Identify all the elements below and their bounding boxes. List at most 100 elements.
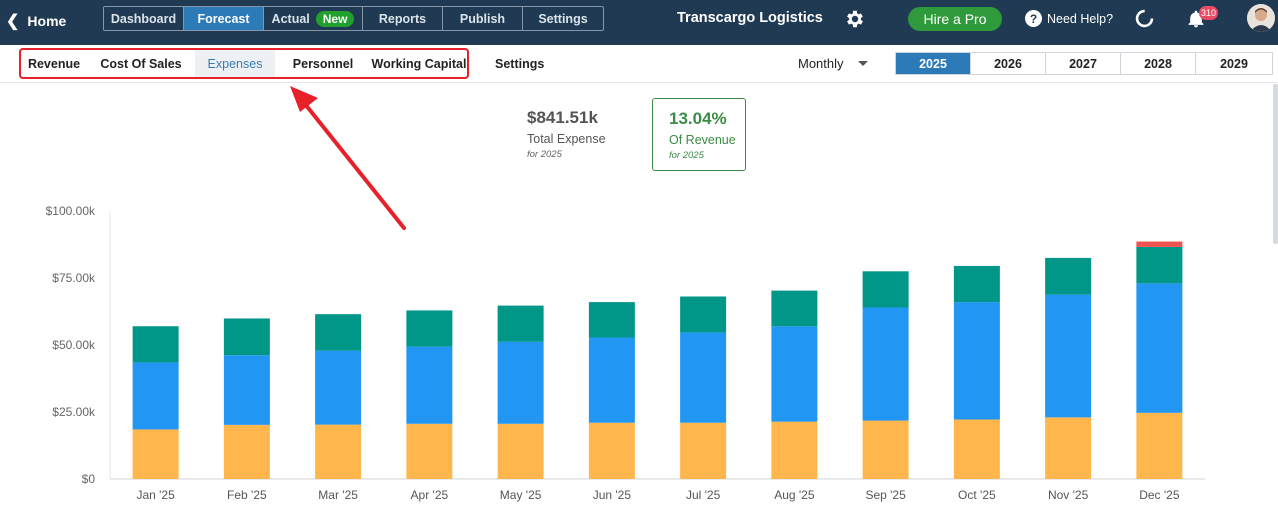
of-revenue-period: for 2025: [669, 150, 704, 161]
bar-segment-12-1[interactable]: [1136, 412, 1183, 479]
x-tick-label: Jun '25: [593, 488, 632, 502]
hire-a-pro-button[interactable]: Hire a Pro: [908, 7, 1002, 31]
need-help-button[interactable]: ? Need Help?: [1025, 10, 1113, 27]
nav-forecast[interactable]: Forecast: [184, 7, 264, 30]
bar-segment-4-1[interactable]: [406, 423, 453, 479]
bar-segment-7-2[interactable]: [680, 332, 727, 423]
bar-segment-7-3[interactable]: [680, 296, 727, 333]
bar-segment-3-1[interactable]: [315, 424, 362, 479]
need-help-label: Need Help?: [1047, 11, 1114, 26]
hire-a-pro-label: Hire a Pro: [923, 11, 987, 27]
home-button[interactable]: ❮ Home: [6, 11, 66, 31]
bar-segment-2-1[interactable]: [223, 424, 270, 479]
chevron-left-icon: ❮: [6, 13, 20, 30]
bar-segment-1-2[interactable]: [132, 362, 179, 430]
total-expense-period: for 2025: [527, 149, 562, 160]
bar-segment-4-3[interactable]: [406, 310, 453, 347]
tab-expenses[interactable]: Expenses: [195, 50, 275, 77]
main-nav: Dashboard Forecast Actual New Reports Pub…: [103, 6, 604, 31]
y-tick-label: $100.00k: [46, 204, 96, 218]
nav-reports-label: Reports: [378, 11, 427, 26]
x-tick-label: Nov '25: [1048, 488, 1089, 502]
year-selector: 2025 2026 2027 2028 2029: [895, 52, 1273, 75]
bar-segment-6-1[interactable]: [588, 422, 635, 479]
bar-segment-11-1[interactable]: [1045, 417, 1092, 479]
forecast-section-tabs: Revenue Cost Of Sales Expenses Personnel…: [19, 48, 469, 79]
nav-settings[interactable]: Settings: [523, 7, 603, 30]
nav-dashboard[interactable]: Dashboard: [104, 7, 184, 30]
bar-segment-8-2[interactable]: [771, 326, 818, 422]
nav-actual[interactable]: Actual New: [264, 7, 363, 30]
bar-segment-9-2[interactable]: [862, 307, 909, 421]
bar-segment-8-1[interactable]: [771, 421, 818, 479]
period-dropdown[interactable]: Monthly: [798, 56, 868, 71]
bar-segment-2-3[interactable]: [223, 318, 270, 356]
avatar[interactable]: [1247, 4, 1275, 32]
x-tick-label: Apr '25: [411, 488, 449, 502]
y-tick-label: $0: [82, 472, 96, 486]
loader-icon: [1135, 9, 1154, 28]
caret-down-icon: [857, 61, 868, 66]
year-tab-2025-label: 2025: [919, 56, 947, 71]
y-tick-label: $25.00k: [52, 405, 96, 419]
year-tab-2028[interactable]: 2028: [1121, 53, 1196, 74]
x-tick-label: Mar '25: [318, 488, 358, 502]
tab-personnel[interactable]: Personnel: [275, 50, 371, 77]
bar-segment-10-1[interactable]: [953, 419, 1000, 479]
x-tick-label: Aug '25: [774, 488, 815, 502]
bar-segment-3-2[interactable]: [315, 350, 362, 425]
new-badge: New: [315, 10, 355, 27]
x-tick-label: Oct '25: [958, 488, 996, 502]
company-name: Transcargo Logistics: [677, 10, 823, 26]
nav-forecast-label: Forecast: [197, 11, 250, 26]
tab-revenue[interactable]: Revenue: [21, 50, 87, 77]
y-tick-label: $75.00k: [52, 271, 96, 285]
bar-segment-3-3[interactable]: [315, 314, 362, 351]
bar-segment-11-3[interactable]: [1045, 257, 1092, 295]
bar-segment-4-2[interactable]: [406, 346, 453, 424]
bar-segment-2-2[interactable]: [223, 355, 270, 425]
bar-segment-12-3[interactable]: [1136, 246, 1183, 284]
tab-settings[interactable]: Settings: [495, 57, 545, 71]
of-revenue-label: Of Revenue: [669, 133, 736, 147]
bar-segment-7-1[interactable]: [680, 422, 727, 479]
bar-segment-6-3[interactable]: [588, 302, 635, 338]
year-tab-2027[interactable]: 2027: [1046, 53, 1121, 74]
tab-working-capital[interactable]: Working Capital: [371, 50, 467, 77]
bar-segment-10-3[interactable]: [953, 265, 1000, 303]
of-revenue-value: 13.04%: [669, 109, 727, 128]
gear-icon[interactable]: [844, 8, 866, 30]
bar-segment-5-2[interactable]: [497, 341, 544, 424]
nav-reports[interactable]: Reports: [363, 7, 443, 30]
bar-segment-9-3[interactable]: [862, 271, 909, 308]
x-tick-label: Dec '25: [1139, 488, 1180, 502]
x-tick-label: Jul '25: [686, 488, 721, 502]
nav-publish[interactable]: Publish: [443, 7, 523, 30]
bar-segment-12-4[interactable]: [1136, 241, 1183, 247]
nav-settings-label: Settings: [538, 11, 588, 26]
year-tab-2029[interactable]: 2029: [1196, 53, 1272, 74]
year-tab-2028-label: 2028: [1144, 56, 1172, 71]
of-revenue-kpi[interactable]: 13.04% Of Revenue for 2025: [652, 98, 746, 171]
y-tick-label: $50.00k: [52, 338, 96, 352]
year-tab-2026-label: 2026: [994, 56, 1022, 71]
tab-cost-of-sales[interactable]: Cost Of Sales: [87, 50, 195, 77]
year-tab-2026[interactable]: 2026: [971, 53, 1046, 74]
bar-segment-10-2[interactable]: [953, 302, 1000, 420]
total-expense-label: Total Expense: [527, 132, 606, 146]
expenses-bar-chart: $0 $25.00k $50.00k $75.00k $100.00k Jan '25 F…: [46, 204, 1205, 502]
bar-segment-9-1[interactable]: [862, 420, 909, 479]
bar-segment-5-3[interactable]: [497, 305, 544, 342]
year-tab-2025[interactable]: 2025: [896, 53, 971, 74]
nav-dashboard-label: Dashboard: [110, 11, 177, 26]
page-scrollbar[interactable]: [1273, 84, 1278, 244]
bar-segment-1-1[interactable]: [132, 429, 179, 479]
bar-segment-6-2[interactable]: [588, 337, 635, 423]
bar-segment-8-3[interactable]: [771, 290, 818, 327]
bar-segment-12-2[interactable]: [1136, 283, 1183, 413]
home-label: Home: [27, 13, 67, 29]
bar-segment-5-1[interactable]: [497, 423, 544, 479]
bar-segment-1-3[interactable]: [132, 326, 179, 363]
bar-segment-11-2[interactable]: [1045, 294, 1092, 418]
year-tab-2027-label: 2027: [1069, 56, 1097, 71]
